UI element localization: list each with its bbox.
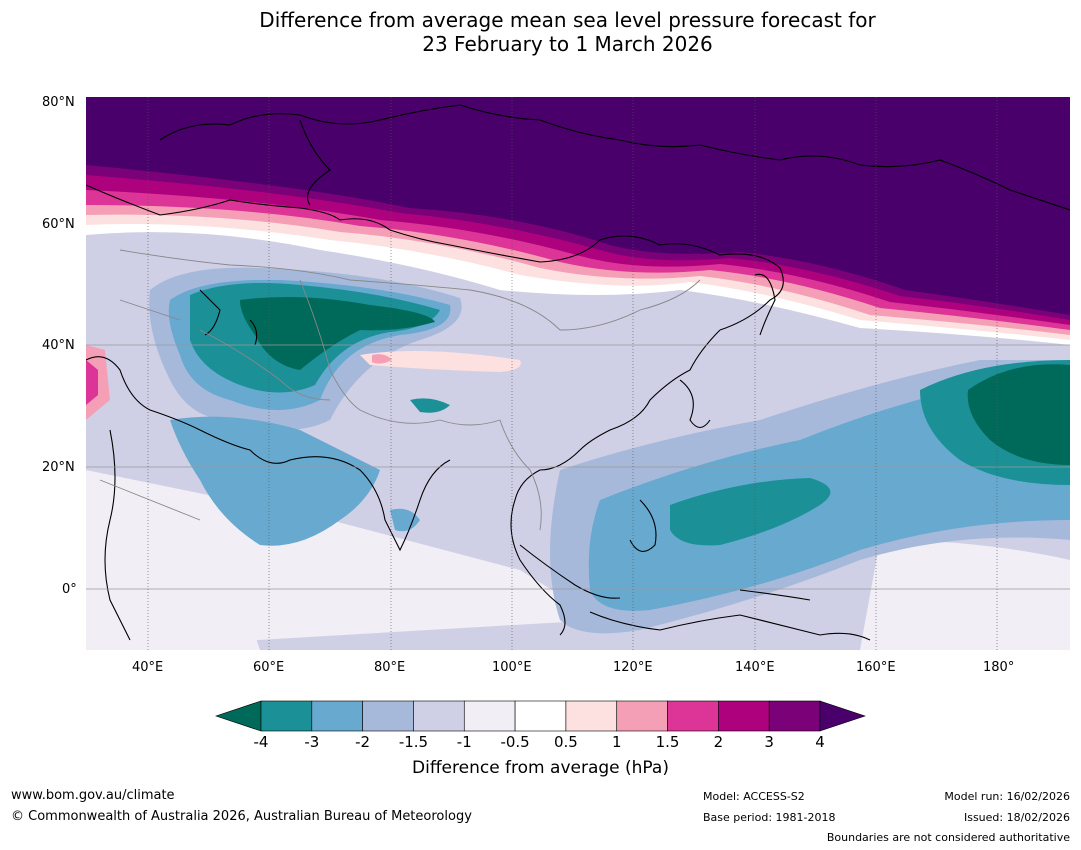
colorbar-bin [463,700,516,732]
colorbar-bin [514,700,567,732]
colorbar-tick-label: 1 [611,733,622,751]
lon-label-60e: 60°E [253,660,285,675]
base-period: Base period: 1981-2018 [703,811,836,824]
lon-label-140e: 140°E [735,660,775,675]
colorbar [215,700,866,732]
website-link[interactable]: www.bom.gov.au/climate [11,788,175,803]
lat-label-0: 0° [62,582,77,597]
lon-label-40e: 40°E [132,660,164,675]
model-name: Model: ACCESS-S2 [703,790,805,803]
title-line-2: 23 February to 1 March 2026 [422,32,713,56]
title-line-1: Difference from average mean sea level p… [259,8,876,32]
colorbar-bin [362,700,414,732]
colorbar-bin [768,700,821,732]
colorbar-tick-label: 4 [815,733,825,751]
colorbar-extend-low [215,700,262,732]
lon-label-80e: 80°E [374,660,406,675]
colorbar-bin [260,700,313,732]
colorbar-bin [616,700,668,732]
colorbar-tick-label: -1.5 [398,733,429,751]
colorbar-tick-label: -2 [355,733,371,751]
colorbar-tick-label: 0.5 [553,733,578,751]
lon-label-160e: 160°E [856,660,896,675]
gridlines [86,97,1070,650]
colorbar-bin [565,700,618,732]
coastlines [86,104,1070,641]
colorbar-extend-high [819,700,866,732]
lat-label-40n: 40°N [42,338,75,353]
copyright: © Commonwealth of Australia 2026, Austra… [11,809,472,824]
colorbar-tick-label: 1.5 [655,733,680,751]
chart-title: Difference from average mean sea level p… [0,8,1081,56]
colorbar-bin [718,700,770,732]
colorbar-label: Difference from average (hPa) [412,758,669,778]
colorbar-bin [413,700,465,732]
colorbar-tick-label: -0.5 [500,733,530,751]
issued-date: Issued: 18/02/2026 [963,811,1070,824]
lon-label-100e: 100°E [492,660,532,675]
lon-label-120e: 120°E [613,660,653,675]
colorbar-bin [311,700,363,732]
model-run: Model run: 16/02/2026 [944,790,1070,803]
lat-label-20n: 20°N [42,460,75,475]
colorbar-tick-label: -3 [304,733,320,751]
colorbar-tick-label: 3 [764,733,774,751]
anomaly-field [86,97,1070,650]
country-boundaries [99,249,701,531]
lat-label-80n: 80°N [42,95,75,110]
lat-label-60n: 60°N [42,217,75,232]
colorbar-bin [667,700,719,732]
lon-label-180: 180° [983,660,1015,675]
disclaimer: Boundaries are not considered authoritat… [826,831,1070,844]
colorbar-tick-label: -4 [253,733,269,751]
colorbar-tick-label: -1 [456,733,472,751]
colorbar-tick-label: 2 [713,733,724,751]
